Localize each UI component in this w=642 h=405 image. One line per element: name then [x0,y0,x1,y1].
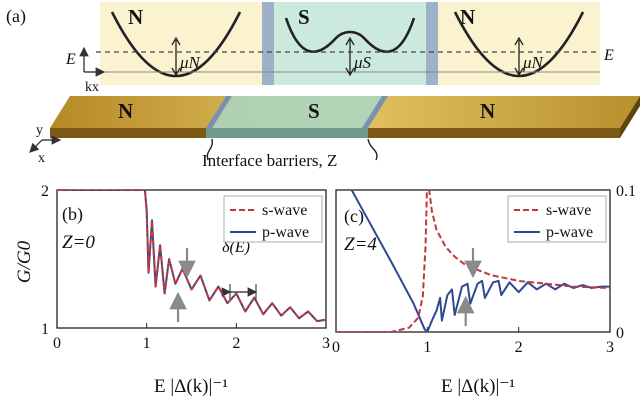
normal-region-left [100,2,262,85]
series-line-p-wave [350,190,610,332]
panel-a: (a) N S N μN μS μN E kx E [6,2,640,170]
barrier-caption: Interface barriers, Z [202,151,337,170]
x-tick-label: 0 [332,339,340,356]
label-s: S [298,5,310,29]
y-tick-label: 0 [616,325,624,342]
plot-frame-b [56,189,327,329]
legend-label-s-c: s-wave [546,202,591,219]
legend-label-p-c: p-wave [546,224,593,241]
legend-c: s-wave p-wave [507,195,607,243]
y-axis-label-b: G/G0 [14,240,35,283]
x-axis-label-b: E |Δ(k)|⁻¹ [154,376,228,397]
annotation-c: Z=4 [344,234,377,255]
super-band [284,17,416,53]
delta-label: δ(E) [222,239,250,256]
panel-label-a: (a) [6,6,26,27]
mu-n-right-label: μN [522,53,545,72]
slab-super-front [206,128,368,138]
k-label: kx [85,80,99,95]
barrier-pointer-left [206,138,213,161]
energy-label-left: E [65,51,76,68]
barrier-pointer-right [367,138,378,161]
slab-super-part [206,96,388,128]
y-tick-label: 0.1 [616,183,636,200]
chart-b: (b) Z=0 G/G0 E |Δ(k)|⁻¹ δ(E) s-wave p-wa… [14,183,330,397]
energy-label-right: E [603,47,614,64]
slab-label-s: S [308,99,320,123]
slab-barrier-right [362,96,388,128]
annotation-b: Z=0 [62,232,95,253]
panel-label-c: (c) [344,206,364,227]
x-tick-label: 1 [423,339,431,356]
mu-n-left-label: μN [179,53,202,72]
label-n-left: N [128,5,143,29]
label-n-right: N [460,5,475,29]
chart-c: (c) Z=4 E |Δ(k)|⁻¹ s-wave p-wave 0 1 2 300.… [332,183,636,397]
panel-label-b: (b) [62,204,83,225]
barrier-left [262,2,274,85]
mu-s-label: μS [353,53,372,72]
y-tick-label: 1 [41,321,49,338]
slab-label-n-right: N [480,99,495,123]
x-tick-label: 2 [515,339,523,356]
x-tick-label: 0 [53,335,61,352]
series-line-s-wave [57,190,326,323]
axis-x-label: x [38,151,45,166]
x-tick-label: 2 [232,335,240,352]
slab-barrier-left [206,96,232,128]
barrier-right [426,2,438,85]
legend-label-s-b: s-wave [262,202,307,219]
x-axis-label-c: E |Δ(k)|⁻¹ [441,376,515,397]
plot-frame-c [335,189,611,333]
x-tick-label: 1 [143,335,151,352]
axis-y-label: y [36,123,43,138]
axis-x-arrow [29,139,43,153]
legend-b: s-wave p-wave [223,195,323,243]
series-line-s-wave [336,190,610,332]
x-tick-label: 3 [606,339,614,356]
legend-label-p-b: p-wave [262,224,309,241]
slab-label-n-left: N [118,99,133,123]
y-tick-label: 2 [41,183,49,200]
x-tick-label: 3 [322,335,330,352]
slab-side [620,96,640,138]
